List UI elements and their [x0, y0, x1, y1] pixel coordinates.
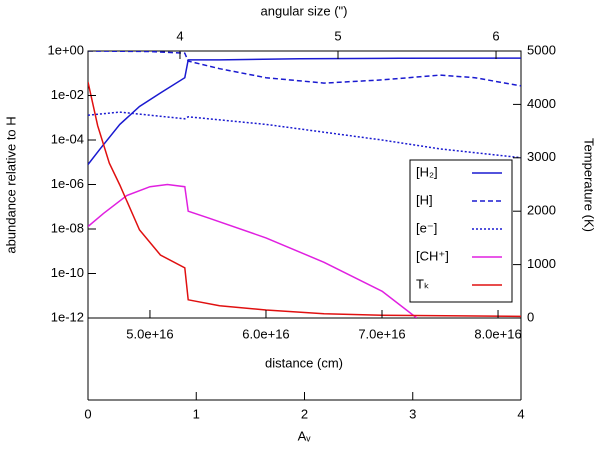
- y-tick-label: 1e-04: [51, 131, 84, 146]
- x-axis-label: distance (cm): [265, 355, 343, 370]
- series-line: [88, 81, 521, 318]
- series-line: [88, 183, 418, 318]
- y-tick-label: 1e-08: [51, 220, 84, 235]
- y2-tick-label: 5000: [527, 42, 556, 57]
- top-tick-label: 4: [176, 28, 183, 43]
- x-tick-label: 5.0e+16: [126, 326, 173, 341]
- av-tick-label: 3: [409, 406, 416, 421]
- y2-tick-label: 3000: [527, 149, 556, 164]
- legend-label: [e⁻]: [416, 220, 437, 235]
- legend-label: [CH⁺]: [416, 248, 449, 263]
- series-line: [88, 51, 521, 87]
- legend-label: [H₂]: [416, 164, 438, 179]
- y-axis-label: abundance relative to H: [3, 116, 18, 253]
- av-tick-label: 1: [193, 406, 200, 421]
- top-axis-label: angular size ("): [261, 3, 348, 18]
- top-tick-label: 6: [492, 28, 499, 43]
- av-tick-label: 0: [84, 406, 91, 421]
- x-tick-label: 7.0e+16: [358, 326, 405, 341]
- legend-box: [409, 159, 513, 303]
- y2-axis-label: Temperature (K): [582, 138, 597, 232]
- x-tick-label: 6.0e+16: [242, 326, 289, 341]
- legend-label: [H]: [416, 192, 433, 207]
- av-axis-label: Aᵥ: [298, 428, 312, 443]
- x-tick-label: 8.0e+16: [474, 326, 521, 341]
- series-line: [88, 57, 521, 165]
- y-tick-label: 1e+00: [47, 42, 84, 57]
- legend-label: Tₖ: [416, 276, 429, 291]
- av-tick-label: 2: [301, 406, 308, 421]
- y-tick-label: 1e-10: [51, 265, 84, 280]
- plot-area: [88, 51, 521, 318]
- y2-tick-label: 1000: [527, 256, 556, 271]
- top-tick-label: 5: [334, 28, 341, 43]
- y-tick-label: 1e-02: [51, 87, 84, 102]
- av-tick-label: 4: [517, 406, 524, 421]
- y2-tick-label: 0: [527, 309, 534, 324]
- series-line: [88, 111, 521, 159]
- y2-tick-label: 4000: [527, 96, 556, 111]
- y2-tick-label: 2000: [527, 203, 556, 218]
- y-tick-label: 1e-12: [51, 309, 84, 324]
- y-tick-label: 1e-06: [51, 176, 84, 191]
